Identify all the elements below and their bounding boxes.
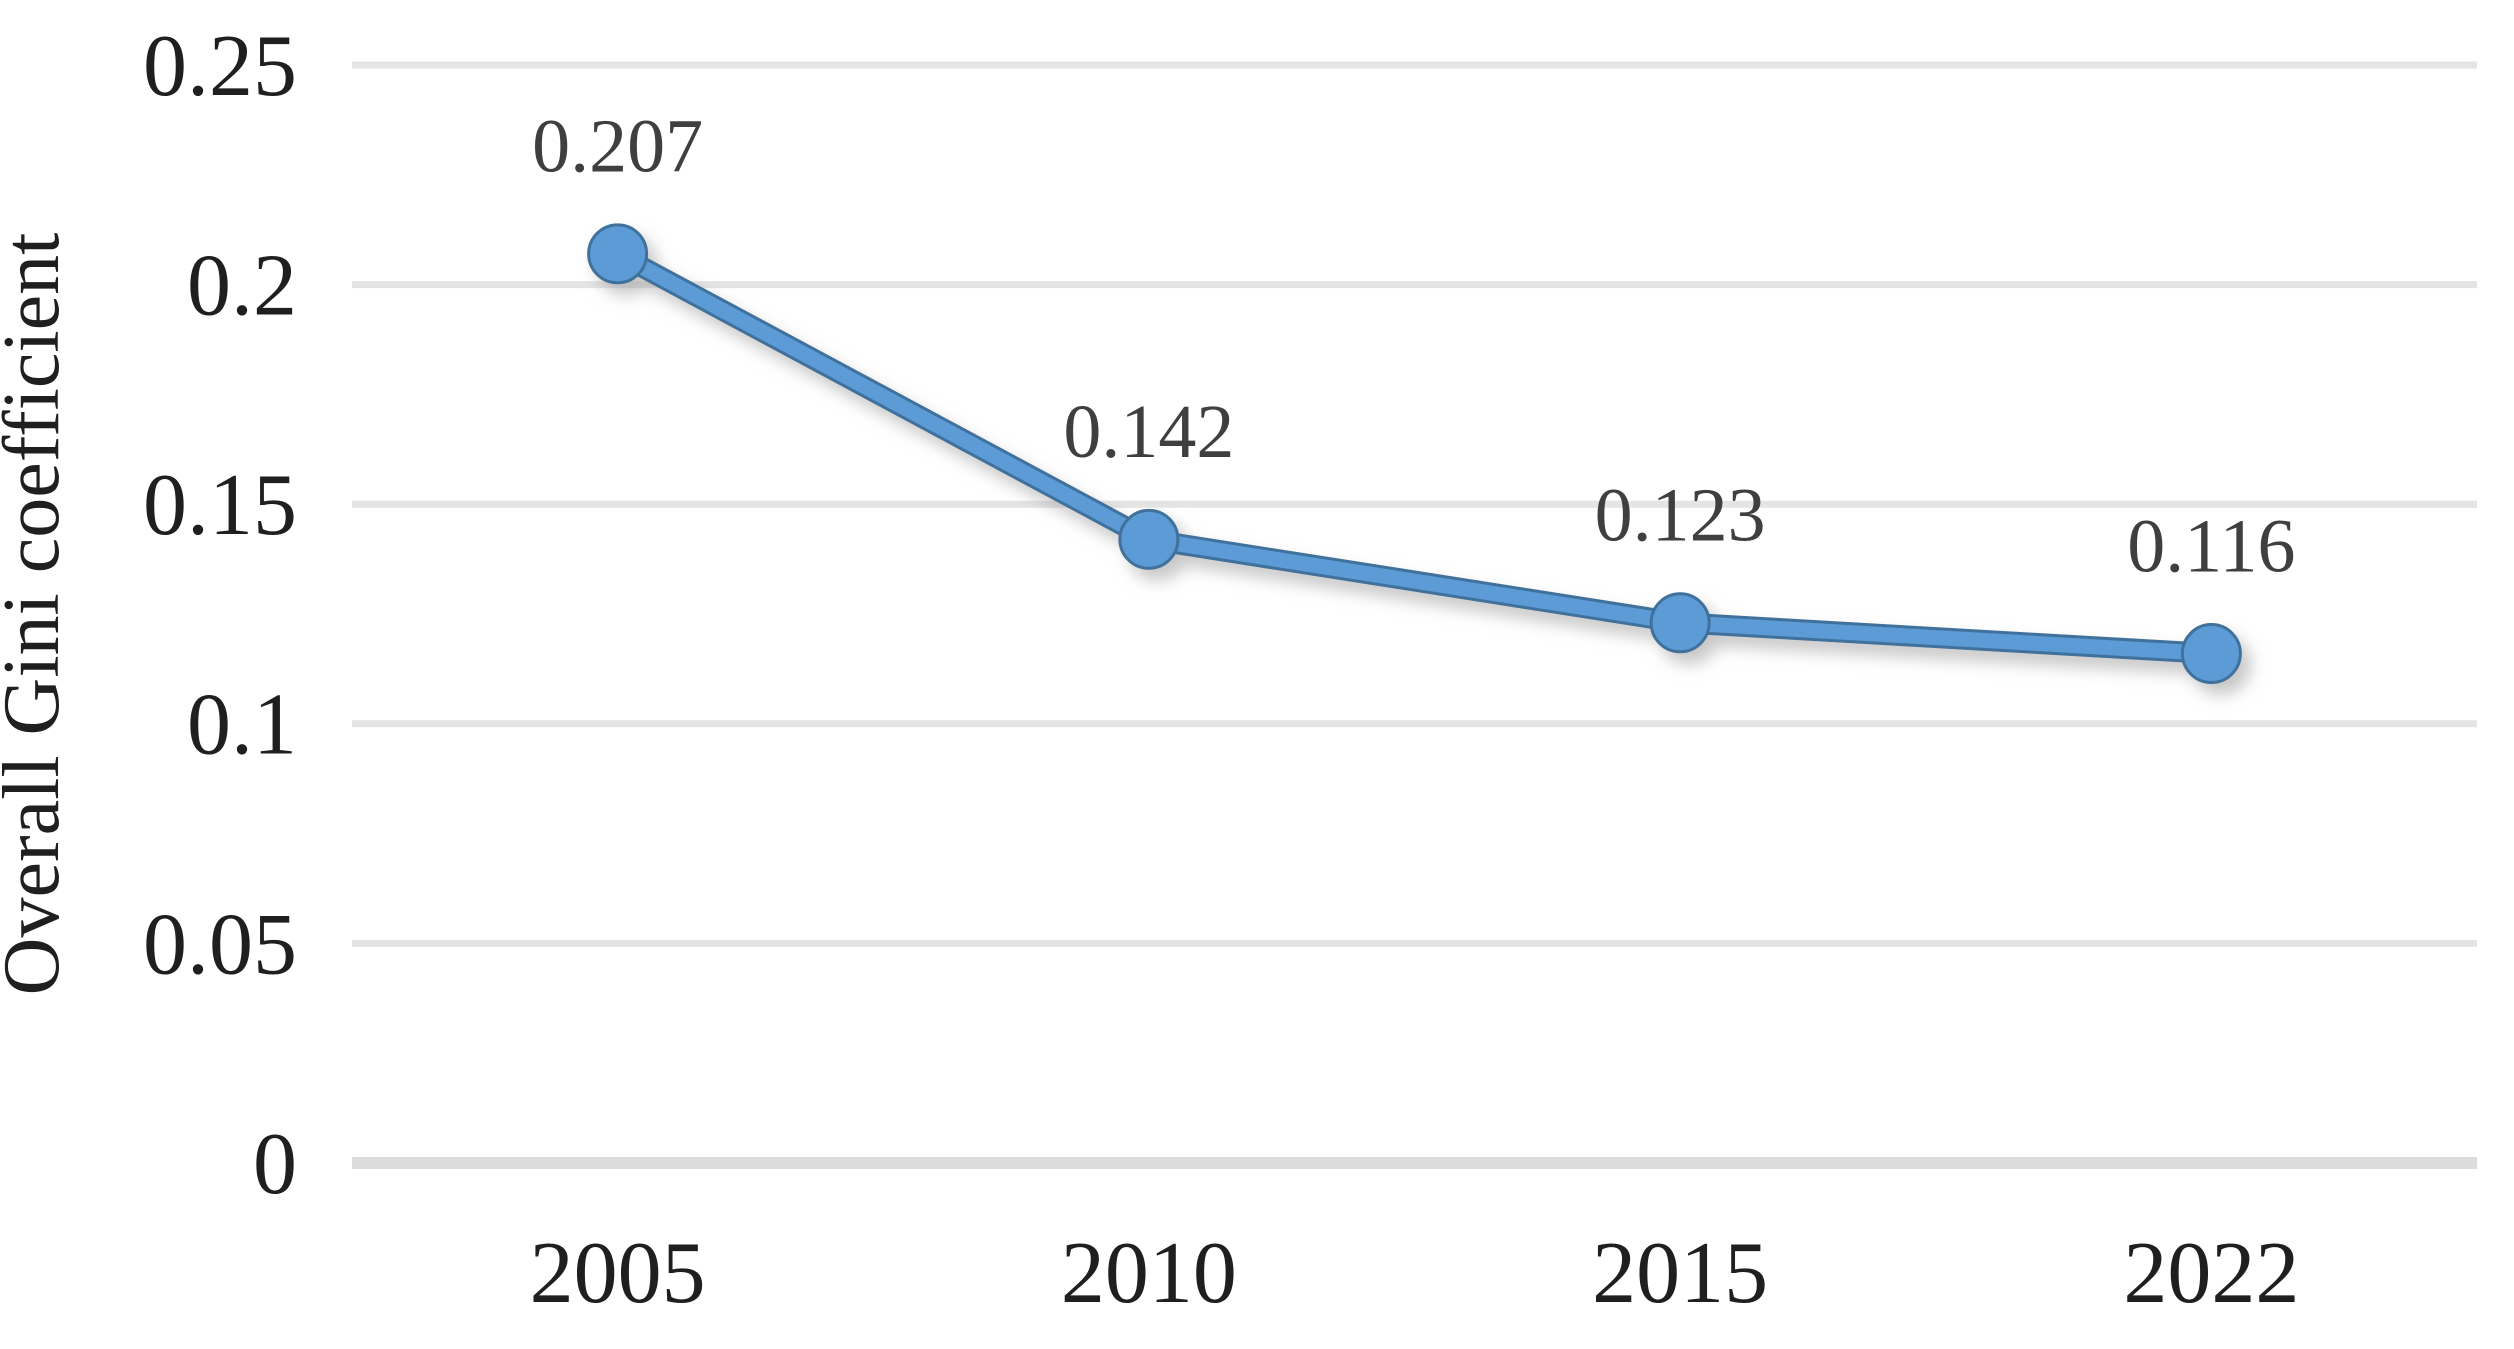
data-point-label: 0.142 (1063, 390, 1234, 474)
y-tick-label: 0.2 (187, 238, 297, 335)
data-labels: 0.207 0.142 0.123 0.116 (532, 105, 2295, 589)
x-tick-label: 2005 (530, 1225, 706, 1322)
series-group (587, 223, 2242, 685)
data-point-marker (1649, 592, 1711, 654)
x-axis-tick-labels: 2005 2010 2015 2022 (530, 1225, 2300, 1322)
data-point-marker (2180, 623, 2242, 685)
series-line (610, 246, 2219, 662)
gridlines (352, 61, 2477, 1169)
y-tick-label: 0.15 (143, 457, 297, 554)
y-tick-label: 0 (253, 1116, 297, 1213)
y-axis-tick-labels: 0 0.05 0.1 0.15 0.2 0.25 (143, 18, 297, 1213)
data-point-label: 0.116 (2127, 504, 2295, 588)
data-point-label: 0.123 (1595, 474, 1766, 558)
data-point-marker (1118, 508, 1180, 570)
y-tick-label: 0.25 (143, 18, 297, 115)
x-tick-label: 2022 (2123, 1225, 2299, 1322)
x-tick-label: 2010 (1061, 1225, 1237, 1322)
y-tick-label: 0.1 (187, 677, 297, 774)
y-tick-label: 0.05 (143, 896, 297, 993)
data-point-marker (587, 223, 649, 285)
series-line-edge (607, 243, 2222, 665)
x-tick-label: 2015 (1592, 1225, 1768, 1322)
y-axis-title: Overall Gini coefficient (0, 233, 76, 996)
data-point-label: 0.207 (532, 105, 703, 189)
